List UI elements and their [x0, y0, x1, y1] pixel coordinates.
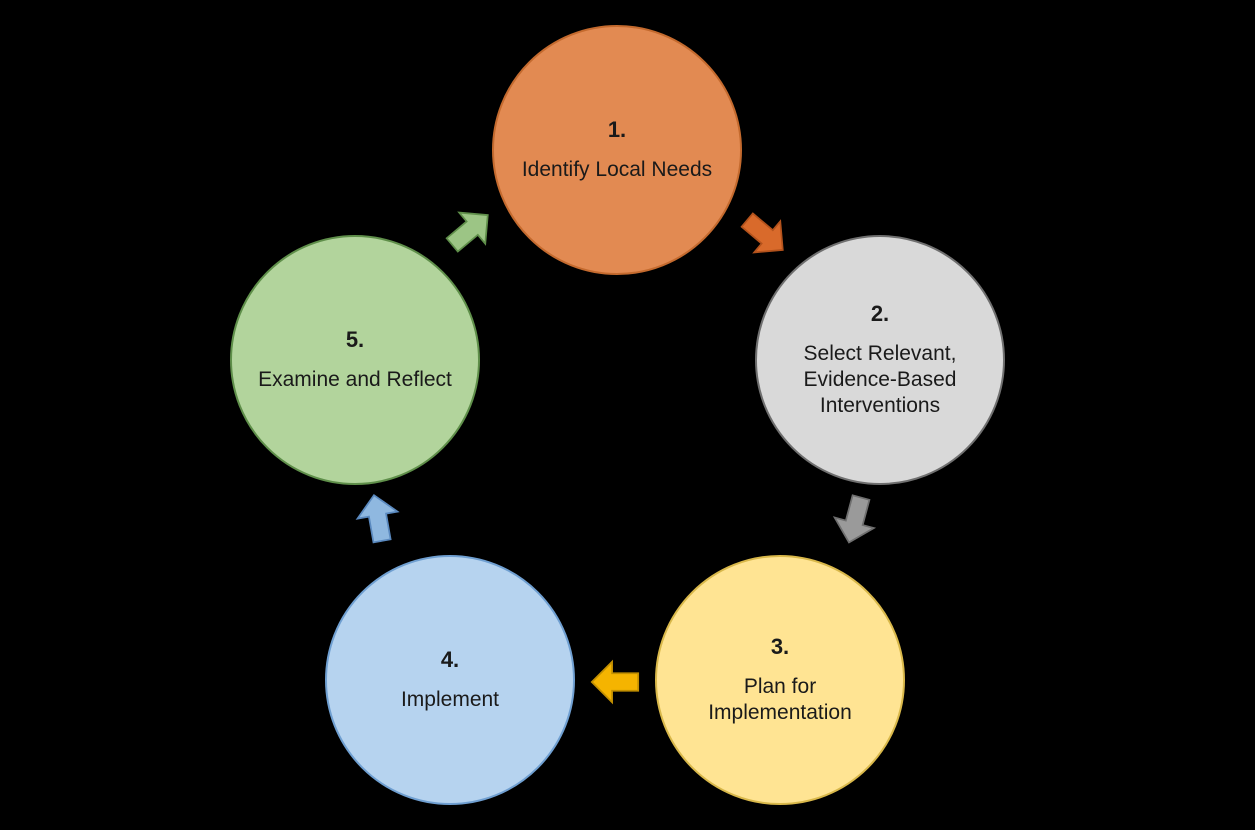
cycle-diagram: 1. Identify Local Needs 2. Select Releva… — [0, 0, 1255, 830]
node-5-number: 5. — [346, 327, 364, 353]
node-2-number: 2. — [871, 301, 889, 327]
node-5-label: Examine and Reflect — [234, 367, 476, 393]
arrow-2-to-3-icon — [819, 484, 890, 555]
node-1-identify: 1. Identify Local Needs — [492, 25, 742, 275]
node-5-examine: 5. Examine and Reflect — [230, 235, 480, 485]
node-2-label: Select Relevant, Evidence-Based Interven… — [757, 341, 1003, 420]
node-2-select: 2. Select Relevant, Evidence-Based Inter… — [755, 235, 1005, 485]
arrow-4-to-5-icon — [344, 484, 411, 551]
node-3-label: Plan for Implementation — [657, 674, 903, 727]
node-3-plan: 3. Plan for Implementation — [655, 555, 905, 805]
node-4-label: Implement — [377, 687, 523, 713]
node-4-implement: 4. Implement — [325, 555, 575, 805]
arrow-1-to-2-icon — [724, 194, 806, 276]
node-4-number: 4. — [441, 647, 459, 673]
arrow-5-to-1-icon — [429, 189, 511, 271]
node-1-label: Identify Local Needs — [498, 157, 736, 183]
node-1-number: 1. — [608, 117, 626, 143]
node-3-number: 3. — [771, 634, 789, 660]
arrow-3-to-4-icon — [586, 653, 644, 711]
